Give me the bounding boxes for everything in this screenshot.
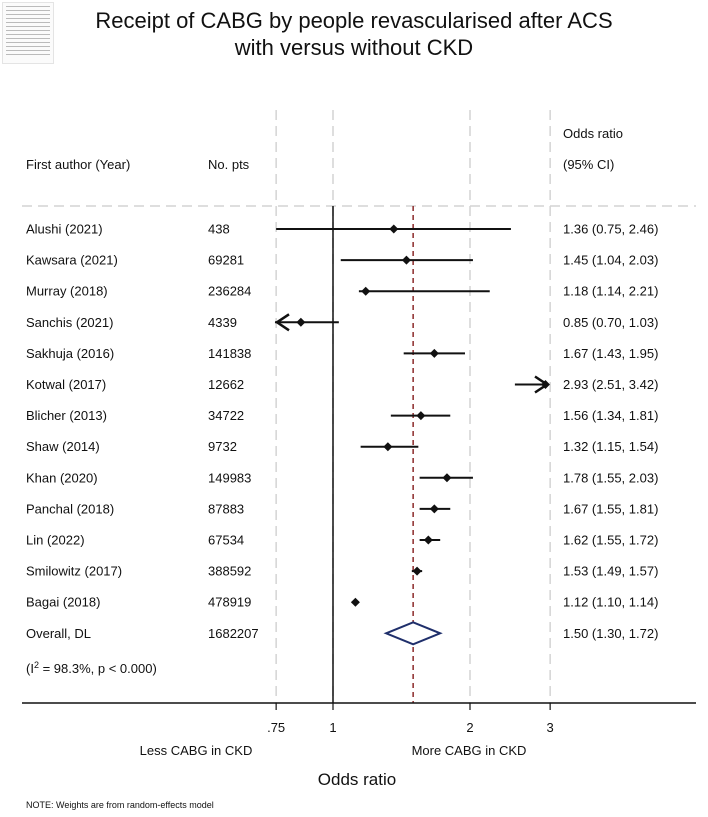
study-n: 478919 bbox=[208, 595, 251, 610]
point-estimate-marker bbox=[412, 566, 422, 576]
x-axis-title: Odds ratio bbox=[318, 770, 396, 789]
study-or-ci: 1.18 (1.14, 2.21) bbox=[563, 284, 658, 299]
study-or-ci: 1.36 (0.75, 2.46) bbox=[563, 222, 658, 237]
chart-title-line-1: Receipt of CABG by people revascularised… bbox=[95, 8, 612, 33]
study-or-ci: 1.78 (1.55, 2.03) bbox=[563, 470, 658, 485]
ci-arrow-left bbox=[274, 313, 290, 332]
study-n: 141838 bbox=[208, 346, 251, 361]
x-tick-label: 2 bbox=[466, 720, 473, 735]
x-tick-label: 1 bbox=[329, 720, 336, 735]
study-author: Khan (2020) bbox=[26, 470, 98, 485]
study-author: Sanchis (2021) bbox=[26, 315, 113, 330]
heterogeneity-text: (I2 = 98.3%, p < 0.000) bbox=[26, 660, 157, 676]
point-estimate-marker bbox=[429, 348, 439, 358]
study-n: 438 bbox=[208, 222, 230, 237]
author-column-header: First author (Year) bbox=[26, 157, 130, 172]
study-or-ci: 1.45 (1.04, 2.03) bbox=[563, 253, 658, 268]
thumbnail-preview bbox=[2, 2, 54, 64]
overall-label: Overall, DL bbox=[26, 626, 91, 641]
study-author: Sakhuja (2016) bbox=[26, 346, 114, 361]
overall-diamond bbox=[383, 621, 443, 646]
study-n: 388592 bbox=[208, 564, 251, 579]
n-column-header: No. pts bbox=[208, 157, 250, 172]
study-n: 236284 bbox=[208, 284, 251, 299]
study-author: Panchal (2018) bbox=[26, 501, 114, 516]
point-estimate-marker bbox=[383, 442, 393, 452]
study-or-ci: 1.67 (1.43, 1.95) bbox=[563, 346, 658, 361]
study-author: Shaw (2014) bbox=[26, 439, 100, 454]
study-n: 9732 bbox=[208, 439, 237, 454]
study-n: 87883 bbox=[208, 501, 244, 516]
study-author: Kawsara (2021) bbox=[26, 253, 118, 268]
study-author: Lin (2022) bbox=[26, 533, 85, 548]
point-estimate-marker bbox=[540, 380, 550, 389]
point-estimate-marker bbox=[361, 286, 371, 296]
study-or-ci: 1.12 (1.10, 1.14) bbox=[563, 595, 658, 610]
study-or-ci: 1.53 (1.49, 1.57) bbox=[563, 564, 658, 579]
ci-column-header: (95% CI) bbox=[563, 157, 614, 172]
point-estimate-marker bbox=[429, 504, 439, 514]
study-n: 149983 bbox=[208, 470, 251, 485]
point-estimate-marker bbox=[389, 224, 399, 234]
study-author: Smilowitz (2017) bbox=[26, 564, 122, 579]
study-author: Murray (2018) bbox=[26, 284, 108, 299]
x-tick-label: .75 bbox=[267, 720, 285, 735]
or-column-header: Odds ratio bbox=[563, 126, 623, 141]
left-direction-label: Less CABG in CKD bbox=[140, 743, 253, 758]
right-direction-label: More CABG in CKD bbox=[412, 743, 527, 758]
study-author: Blicher (2013) bbox=[26, 408, 107, 423]
study-n: 4339 bbox=[208, 315, 237, 330]
footnote: NOTE: Weights are from random-effects mo… bbox=[26, 800, 214, 810]
study-or-ci: 1.32 (1.15, 1.54) bbox=[563, 439, 658, 454]
overall-n: 1682207 bbox=[208, 626, 259, 641]
study-or-ci: 1.67 (1.55, 1.81) bbox=[563, 501, 658, 516]
study-or-ci: 1.62 (1.55, 1.72) bbox=[563, 533, 658, 548]
x-tick-label: 3 bbox=[547, 720, 554, 735]
study-or-ci: 1.56 (1.34, 1.81) bbox=[563, 408, 658, 423]
study-author: Bagai (2018) bbox=[26, 595, 100, 610]
study-n: 67534 bbox=[208, 533, 244, 548]
point-estimate-marker bbox=[401, 255, 411, 265]
point-estimate-marker bbox=[296, 317, 306, 327]
point-estimate-marker bbox=[416, 411, 426, 421]
overall-or-ci: 1.50 (1.30, 1.72) bbox=[563, 626, 658, 641]
study-author: Kotwal (2017) bbox=[26, 377, 106, 392]
point-estimate-marker bbox=[423, 535, 433, 545]
study-n: 34722 bbox=[208, 408, 244, 423]
study-author: Alushi (2021) bbox=[26, 222, 103, 237]
study-n: 69281 bbox=[208, 253, 244, 268]
point-estimate-marker bbox=[442, 473, 452, 483]
study-or-ci: 0.85 (0.70, 1.03) bbox=[563, 315, 658, 330]
point-estimate-marker bbox=[350, 597, 360, 607]
study-or-ci: 2.93 (2.51, 3.42) bbox=[563, 377, 658, 392]
chart-title-line-2: with versus without CKD bbox=[234, 35, 473, 60]
study-n: 12662 bbox=[208, 377, 244, 392]
